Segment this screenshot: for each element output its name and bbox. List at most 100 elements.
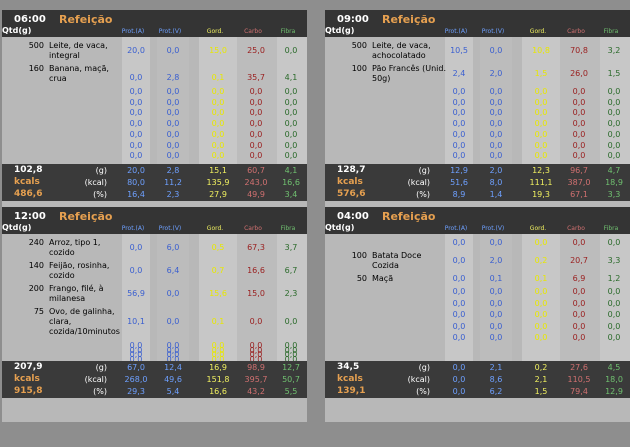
total-value: 49,6	[164, 375, 182, 384]
nutrient-value: 2,4	[452, 69, 466, 78]
meal-time[interactable]: 12:00	[14, 211, 46, 222]
meal-time[interactable]: 04:00	[337, 211, 369, 222]
nutrient-value: 1,5	[607, 69, 621, 78]
nutrient-value: 0,1	[211, 73, 225, 82]
food-quantity[interactable]: 140	[28, 261, 44, 270]
meal-time[interactable]: 06:00	[14, 14, 46, 25]
nutrient-value: 0,0	[572, 333, 586, 342]
food-quantity[interactable]: 500	[28, 41, 44, 50]
nutrient-value: 0,0	[607, 333, 621, 342]
meal-title: Refeição	[382, 13, 436, 26]
nutrient-value: 0,0	[572, 151, 586, 161]
column-band	[199, 234, 237, 361]
nutrient-value: 0,0	[534, 108, 548, 118]
totals-footer: 207,9 (g) 67,0 12,4 16,9 98,9 12,7 kcals (kcal) 2…	[2, 361, 307, 398]
total-value: 80,0	[127, 178, 145, 187]
total-value: 96,7	[570, 166, 588, 175]
nutrient-value: 0,1	[211, 317, 225, 326]
nutrient-value: 0,0	[534, 119, 548, 129]
nutrient-value: 3,2	[607, 46, 621, 55]
totals-row-kcal: kcals (kcal) 268,0 49,6 151,8 395,7 50,7	[2, 374, 307, 386]
total-value: 5,4	[166, 387, 180, 396]
food-quantity[interactable]: 200	[28, 284, 44, 293]
total-value: 12,4	[164, 363, 182, 372]
unit-label: (g)	[418, 363, 430, 372]
nutrient-value: 0,0	[129, 129, 143, 139]
total-kcals: kcals	[337, 177, 363, 187]
unit-label: (%)	[93, 387, 107, 396]
total-kcals: kcals	[14, 374, 40, 384]
total-value: 243,0	[244, 178, 268, 187]
nutrient-value: 0,0	[211, 119, 225, 129]
column-band	[157, 234, 189, 361]
food-quantity[interactable]: 500	[351, 41, 367, 50]
food-quantity[interactable]: 100	[351, 64, 367, 73]
column-band	[122, 37, 150, 164]
nutrient-value: 0,0	[284, 345, 298, 355]
food-quantity[interactable]: 75	[33, 307, 44, 316]
total-value: 4,7	[607, 166, 621, 175]
nutrient-value: 0,0	[249, 97, 263, 107]
nutrient-value: 0,0	[166, 119, 180, 129]
total-value: 395,7	[244, 375, 268, 384]
food-name: Leite, de vaca, achocolatado	[372, 41, 431, 60]
nutrient-value: 0,0	[489, 321, 503, 331]
nutrient-value: 0,0	[129, 87, 143, 96]
column-header-protV: Prot.(V)	[481, 225, 505, 232]
nutrient-value: 20,0	[127, 46, 145, 55]
nutrient-value: 0,0	[572, 298, 586, 308]
nutrient-value: 0,0	[452, 274, 466, 283]
nutrient-value: 0,0	[284, 350, 298, 359]
column-band	[522, 37, 560, 164]
total-value: 15,1	[209, 166, 227, 175]
nutrient-value: 6,4	[166, 266, 180, 275]
nutrient-value: 1,5	[534, 69, 548, 78]
nutrient-value: 0,0	[166, 129, 180, 139]
nutrient-value: 0,0	[284, 341, 298, 350]
total-grams: 207,9	[14, 362, 43, 372]
column-header-protA: Prot.(A)	[121, 225, 145, 232]
meal-time[interactable]: 09:00	[337, 14, 369, 25]
food-quantity[interactable]: 240	[28, 238, 44, 247]
food-quantity[interactable]: 50	[356, 274, 367, 283]
nutrient-value: 0,0	[572, 108, 586, 118]
total-value: 110,5	[567, 375, 591, 384]
food-quantity[interactable]: 100	[351, 251, 367, 260]
nutrient-value: 0,0	[452, 298, 466, 308]
nutrient-value: 0,0	[534, 129, 548, 139]
nutrient-value: 56,9	[127, 289, 145, 298]
nutrient-value: 35,7	[247, 73, 265, 82]
nutrient-value: 15,6	[209, 289, 227, 298]
nutrient-value: 0,0	[489, 97, 503, 107]
total-value: 2,3	[166, 190, 180, 199]
nutrient-value: 0,0	[166, 87, 180, 96]
nutrient-value: 2,0	[489, 256, 503, 265]
total-value: 4,5	[607, 363, 621, 372]
column-band	[600, 37, 630, 164]
column-header-gord: Gord.	[206, 225, 224, 232]
panel-header: 12:00 Refeição Qtd(g) Prot.(A) Prot.(V) Gord.…	[2, 207, 307, 234]
total-pct_total: 915,8	[14, 386, 43, 396]
nutrient-value: 0,0	[572, 238, 586, 247]
column-band	[480, 37, 512, 164]
total-value: 8,0	[489, 178, 503, 187]
total-value: 3,4	[284, 190, 298, 199]
nutrient-value: 0,0	[129, 350, 143, 359]
total-value: 1,4	[489, 190, 503, 199]
column-header-gord: Gord.	[206, 28, 224, 35]
nutrient-value: 3,3	[607, 256, 621, 265]
nutrient-value: 0,0	[489, 333, 503, 342]
nutrient-value: 0,0	[166, 317, 180, 326]
nutrient-value: 0,0	[489, 287, 503, 296]
column-header-fibra: Fibra	[603, 225, 619, 232]
nutrient-value: 0,0	[489, 140, 503, 150]
food-list: 500 Leite, de vaca, integral 20,0 0,0 15,0 25…	[2, 37, 307, 164]
nutrient-value: 0,0	[607, 87, 621, 96]
nutrient-value: 6,7	[284, 266, 298, 275]
nutrient-value: 20,7	[570, 256, 588, 265]
nutrient-value: 0,0	[489, 310, 503, 319]
food-quantity[interactable]: 160	[28, 64, 44, 73]
column-band	[480, 234, 512, 361]
nutrient-value: 0,0	[284, 317, 298, 326]
nutrient-value: 0,0	[249, 140, 263, 150]
